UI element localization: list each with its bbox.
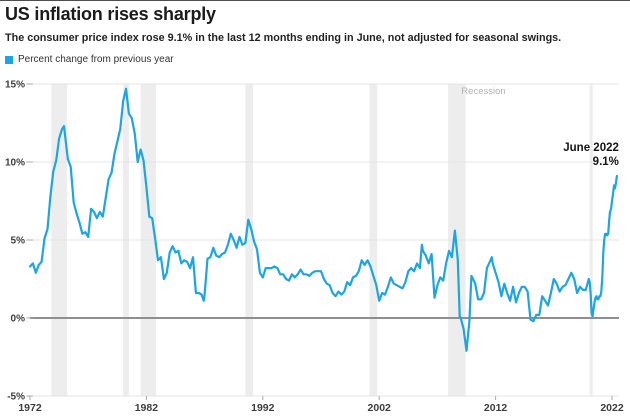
chart-legend: Percent change from previous year xyxy=(5,54,174,65)
x-axis-label: 1992 xyxy=(251,402,275,414)
x-axis-label: 2002 xyxy=(368,402,392,414)
annotation-date: June 2022 xyxy=(563,142,619,154)
legend-label: Percent change from previous year xyxy=(18,54,174,65)
y-axis-label: 10% xyxy=(5,158,25,169)
x-axis-label: 2022 xyxy=(600,402,624,414)
chart-subtitle: The consumer price index rose 9.1% in th… xyxy=(5,32,562,44)
screenshot-top-border xyxy=(0,0,630,1)
recession-label: Recession xyxy=(461,86,505,97)
inflation-line xyxy=(28,87,619,352)
legend-swatch-icon xyxy=(5,55,13,64)
y-axis-label: 0% xyxy=(11,314,26,325)
page-title: US inflation rises sharply xyxy=(5,4,216,24)
y-axis-label: -5% xyxy=(7,392,25,403)
annotation-value: 9.1% xyxy=(593,156,619,168)
y-axis-label: 15% xyxy=(5,80,25,91)
x-axis-label: 1972 xyxy=(18,402,42,414)
y-axis-label: 5% xyxy=(11,236,26,247)
x-axis-label: 1982 xyxy=(135,402,159,414)
x-axis-label: 2012 xyxy=(484,402,508,414)
